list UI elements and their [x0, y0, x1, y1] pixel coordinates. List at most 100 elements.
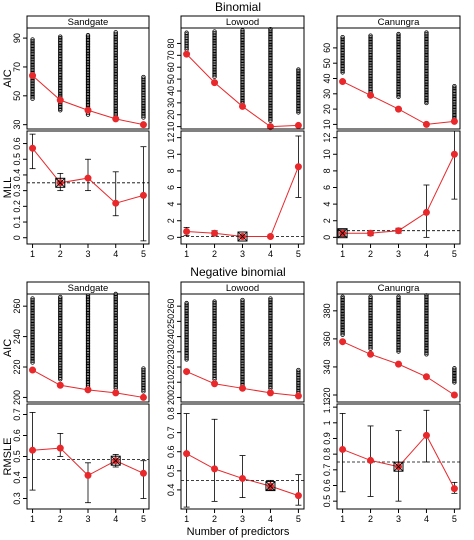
- model-point: [30, 315, 35, 320]
- model-point: [113, 302, 118, 308]
- model-point: [85, 50, 91, 55]
- best-model-point: [294, 121, 302, 129]
- y-tick-label: 6: [166, 185, 176, 190]
- best-model-point: [294, 392, 302, 400]
- x-tick-label: 3: [396, 249, 401, 259]
- model-point: [113, 384, 118, 389]
- model-point: [296, 92, 301, 98]
- model-point: [85, 69, 91, 74]
- model-point: [424, 313, 429, 319]
- x-tick-label: 1: [30, 514, 35, 524]
- model-point: [268, 118, 273, 123]
- model-point: [424, 310, 429, 316]
- best-model-point: [84, 386, 92, 394]
- selected-model-cross: [55, 178, 66, 188]
- model-point: [30, 83, 35, 89]
- model-point: [296, 100, 301, 106]
- metric-point: [422, 208, 430, 216]
- model-point: [296, 72, 301, 77]
- model-point: [340, 313, 345, 318]
- model-point: [58, 42, 63, 47]
- y-tick-label: 8: [166, 168, 176, 173]
- model-point: [424, 75, 429, 80]
- model-point: [30, 352, 35, 357]
- y-tick-label: 260: [166, 299, 176, 314]
- model-point: [424, 81, 429, 86]
- model-point: [340, 300, 345, 306]
- model-point: [424, 91, 429, 96]
- model-point: [113, 363, 118, 369]
- model-point: [113, 299, 118, 305]
- model-point: [30, 309, 35, 314]
- model-point: [58, 63, 63, 68]
- model-point: [85, 86, 91, 92]
- panel-frame: [180, 403, 305, 510]
- model-point: [58, 92, 63, 97]
- strip-title: Canungra: [378, 17, 420, 28]
- y-tick-label: 0: [166, 235, 176, 240]
- model-point: [424, 299, 429, 304]
- panel-frame: [26, 403, 150, 510]
- model-point: [424, 304, 429, 309]
- model-point: [424, 321, 429, 327]
- model-point: [424, 329, 429, 335]
- model-point: [113, 365, 118, 370]
- model-point: [340, 319, 345, 325]
- model-point: [113, 371, 118, 377]
- model-point: [424, 344, 429, 349]
- model-point: [113, 318, 118, 324]
- y-tick-label: 0.5: [12, 153, 22, 166]
- y-tick-label: 380: [322, 303, 332, 318]
- best-model-point: [84, 106, 92, 114]
- model-point: [30, 357, 35, 362]
- model-point: [30, 334, 35, 340]
- model-point: [30, 313, 35, 319]
- y-tick-label: 60: [166, 62, 176, 72]
- model-point: [85, 66, 91, 71]
- x-tick-label: 3: [85, 514, 90, 524]
- panel-frame: [180, 130, 305, 245]
- best-model-point: [139, 121, 147, 129]
- model-point: [113, 326, 118, 332]
- model-point: [340, 44, 345, 49]
- model-point: [340, 34, 345, 40]
- model-point: [340, 327, 345, 333]
- model-point: [424, 312, 429, 317]
- model-point: [340, 65, 345, 70]
- model-point: [85, 88, 91, 93]
- panel: 0.3 0.4 0.5 0.6 0.7 RMSLE 1 2 3 4 5: [2, 403, 150, 524]
- model-point: [85, 55, 91, 60]
- model-point: [368, 344, 373, 350]
- model-point: [424, 328, 429, 333]
- model-point: [30, 342, 35, 348]
- model-point: [30, 326, 35, 332]
- metric-point: [294, 492, 302, 500]
- model-point: [58, 84, 63, 89]
- model-point: [340, 323, 345, 328]
- model-point: [58, 103, 63, 108]
- model-point: [30, 307, 35, 312]
- model-point: [340, 299, 345, 304]
- model-point: [424, 63, 429, 69]
- model-point: [85, 34, 91, 40]
- model-point: [340, 310, 345, 315]
- model-point: [85, 80, 91, 86]
- model-point: [424, 307, 429, 312]
- y-tick-label: 0: [322, 235, 332, 240]
- model-point: [340, 318, 345, 323]
- model-point: [424, 315, 429, 320]
- y-tick-label: 0.4: [12, 169, 22, 182]
- model-point: [452, 380, 457, 385]
- selected-model-cross: [337, 228, 348, 238]
- model-point: [85, 33, 91, 38]
- model-point: [85, 90, 91, 95]
- model-point: [424, 49, 429, 54]
- panel-frame: [26, 293, 150, 403]
- model-point: [85, 59, 91, 65]
- model-point: [340, 307, 345, 312]
- model-point: [58, 45, 63, 51]
- model-point: [296, 95, 301, 101]
- model-point: [424, 317, 429, 322]
- model-point: [340, 47, 345, 53]
